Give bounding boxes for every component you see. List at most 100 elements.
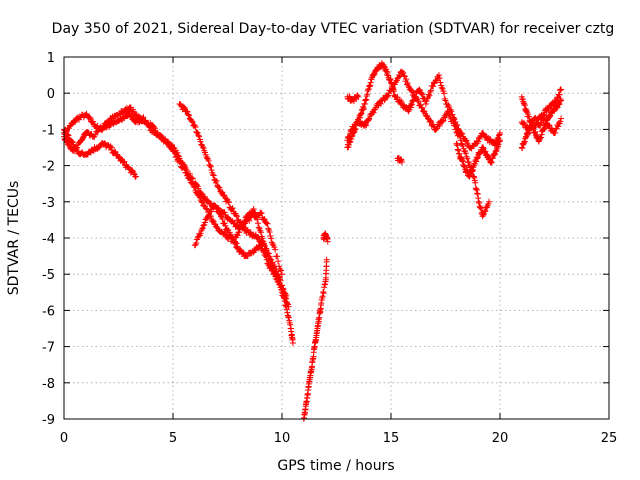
data-point xyxy=(213,204,220,211)
data-point xyxy=(198,198,205,205)
data-point xyxy=(196,231,203,238)
data-point xyxy=(265,225,272,232)
data-point xyxy=(275,258,282,265)
data-point xyxy=(171,148,178,155)
y-tick-label: -8 xyxy=(42,377,55,392)
data-point xyxy=(71,119,78,126)
x-tick-label: 5 xyxy=(169,431,177,446)
data-point xyxy=(269,240,276,247)
data-point xyxy=(255,220,262,227)
data-point xyxy=(211,220,218,227)
data-point xyxy=(409,97,416,104)
data-point xyxy=(87,114,94,121)
data-point xyxy=(219,216,226,223)
data-point xyxy=(220,192,227,199)
data-point xyxy=(384,93,391,100)
x-tick-label: 0 xyxy=(60,431,68,446)
data-point xyxy=(197,138,204,145)
data-point xyxy=(440,117,447,124)
data-point xyxy=(276,282,283,289)
data-point xyxy=(253,213,260,220)
data-point xyxy=(261,243,268,250)
data-point xyxy=(216,209,223,216)
data-point xyxy=(199,199,206,206)
data-point xyxy=(432,126,439,133)
data-point xyxy=(228,206,235,213)
data-point xyxy=(176,158,183,165)
data-point xyxy=(275,271,282,278)
data-point xyxy=(439,118,446,125)
data-point xyxy=(403,81,410,88)
data-point xyxy=(350,125,357,132)
data-point xyxy=(401,72,408,79)
data-point xyxy=(410,89,417,96)
data-point xyxy=(234,232,241,239)
data-point xyxy=(258,210,265,217)
data-point xyxy=(497,130,503,137)
data-point xyxy=(430,83,437,90)
data-point xyxy=(557,118,564,125)
data-point xyxy=(497,137,503,144)
data-point xyxy=(272,270,279,277)
data-point xyxy=(100,124,107,131)
data-point xyxy=(196,133,203,140)
plot-frame xyxy=(63,56,610,420)
data-point xyxy=(436,75,443,82)
data-point xyxy=(223,196,230,203)
data-point xyxy=(221,229,228,236)
data-point xyxy=(538,111,545,118)
data-point xyxy=(244,214,251,221)
data-point xyxy=(255,224,262,231)
data-point xyxy=(534,116,541,123)
chart-title: Day 350 of 2021, Sidereal Day-to-day VTE… xyxy=(52,21,615,37)
data-point xyxy=(185,112,192,119)
data-point xyxy=(212,203,219,210)
data-point xyxy=(393,78,400,85)
data-point xyxy=(90,118,97,125)
data-point xyxy=(462,150,469,157)
data-point xyxy=(442,114,449,121)
data-point xyxy=(205,212,212,219)
data-point xyxy=(195,132,202,139)
data-point xyxy=(199,225,206,232)
data-point xyxy=(276,281,283,288)
data-point xyxy=(202,216,209,223)
data-point xyxy=(438,84,445,91)
data-point xyxy=(263,248,270,255)
data-point xyxy=(208,167,215,174)
data-point xyxy=(230,220,237,227)
data-point xyxy=(533,119,540,126)
data-point xyxy=(193,129,200,136)
data-point xyxy=(241,218,248,225)
data-point xyxy=(192,124,199,131)
data-point xyxy=(185,111,192,118)
data-point xyxy=(184,108,191,115)
data-point xyxy=(142,117,149,124)
data-point xyxy=(459,142,466,149)
data-point xyxy=(401,73,408,80)
data-point xyxy=(426,92,433,99)
data-point xyxy=(400,69,407,76)
data-point xyxy=(180,105,187,112)
data-point xyxy=(219,189,226,196)
data-point xyxy=(398,158,405,165)
data-point xyxy=(265,252,272,259)
x-tick-label: 15 xyxy=(383,431,400,446)
x-tick-label: 25 xyxy=(601,431,618,446)
data-point xyxy=(483,133,490,140)
data-point xyxy=(274,253,281,260)
data-point xyxy=(241,217,248,224)
data-point xyxy=(180,164,187,171)
data-point xyxy=(129,167,136,174)
data-point xyxy=(177,158,184,165)
data-point xyxy=(204,213,211,220)
data-point xyxy=(225,199,232,206)
data-point xyxy=(457,137,464,144)
data-point xyxy=(417,101,424,108)
x-tick-label: 10 xyxy=(274,431,291,446)
data-point xyxy=(483,203,490,210)
data-point xyxy=(146,122,153,129)
data-point xyxy=(130,170,137,177)
data-point xyxy=(208,208,215,215)
data-point xyxy=(193,240,200,247)
